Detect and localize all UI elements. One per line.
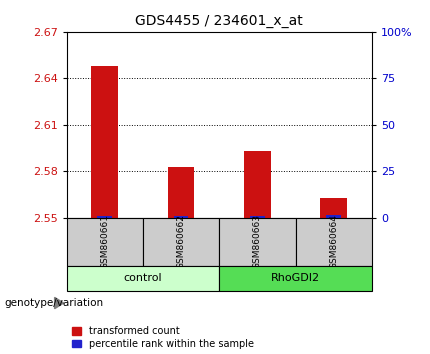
- FancyBboxPatch shape: [143, 218, 219, 266]
- Bar: [320, 198, 347, 218]
- FancyBboxPatch shape: [67, 218, 143, 266]
- Bar: [326, 215, 341, 218]
- Bar: [174, 216, 188, 218]
- Text: GSM860664: GSM860664: [329, 214, 338, 269]
- Bar: [250, 216, 265, 218]
- FancyBboxPatch shape: [219, 218, 296, 266]
- Title: GDS4455 / 234601_x_at: GDS4455 / 234601_x_at: [135, 14, 303, 28]
- Text: RhoGDI2: RhoGDI2: [271, 273, 320, 283]
- Bar: [244, 151, 271, 218]
- Text: GSM860663: GSM860663: [253, 214, 262, 269]
- FancyBboxPatch shape: [296, 218, 372, 266]
- Polygon shape: [55, 297, 64, 309]
- Text: control: control: [124, 273, 162, 283]
- Bar: [98, 216, 112, 218]
- Bar: [92, 66, 118, 218]
- Bar: [168, 167, 194, 218]
- Text: GSM860661: GSM860661: [100, 214, 109, 269]
- Legend: transformed count, percentile rank within the sample: transformed count, percentile rank withi…: [71, 326, 254, 349]
- Text: genotype/variation: genotype/variation: [4, 298, 104, 308]
- FancyBboxPatch shape: [219, 266, 372, 291]
- FancyBboxPatch shape: [67, 266, 219, 291]
- Text: GSM860662: GSM860662: [177, 214, 186, 269]
